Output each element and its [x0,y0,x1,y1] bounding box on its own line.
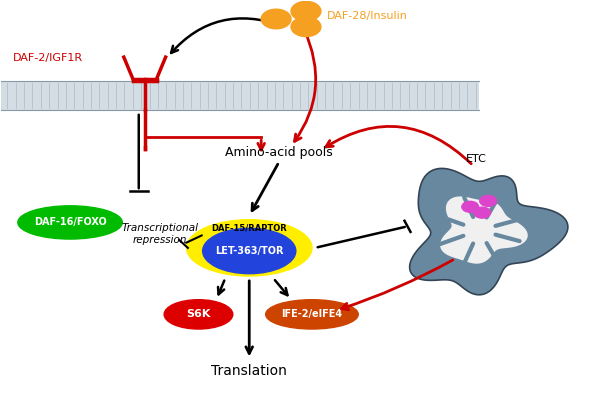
Bar [1,81,479,110]
Text: S6K: S6K [186,309,211,320]
Text: DAF-15/RAPTOR: DAF-15/RAPTOR [211,224,287,233]
Ellipse shape [187,220,312,276]
Text: Transcriptional
repression: Transcriptional repression [121,223,198,245]
Circle shape [291,2,321,21]
Text: DAF-2/IGF1R: DAF-2/IGF1R [13,53,83,63]
Ellipse shape [164,300,233,329]
Circle shape [462,201,479,212]
Ellipse shape [203,228,296,274]
Circle shape [474,207,491,218]
Ellipse shape [266,300,358,329]
Polygon shape [410,168,568,295]
Text: IFE-2/eIFE4: IFE-2/eIFE4 [281,309,343,320]
Polygon shape [440,197,528,264]
Text: ETC: ETC [466,154,487,164]
Ellipse shape [18,206,122,239]
Text: DAF-16/FOXO: DAF-16/FOXO [34,217,106,227]
Circle shape [480,195,496,206]
Text: LET-363/TOR: LET-363/TOR [215,246,283,256]
Circle shape [261,9,291,29]
Text: DAF-28/Insulin: DAF-28/Insulin [327,11,408,21]
Circle shape [291,17,321,37]
Text: Translation: Translation [211,364,287,378]
Text: Amino-acid pools: Amino-acid pools [225,145,333,158]
